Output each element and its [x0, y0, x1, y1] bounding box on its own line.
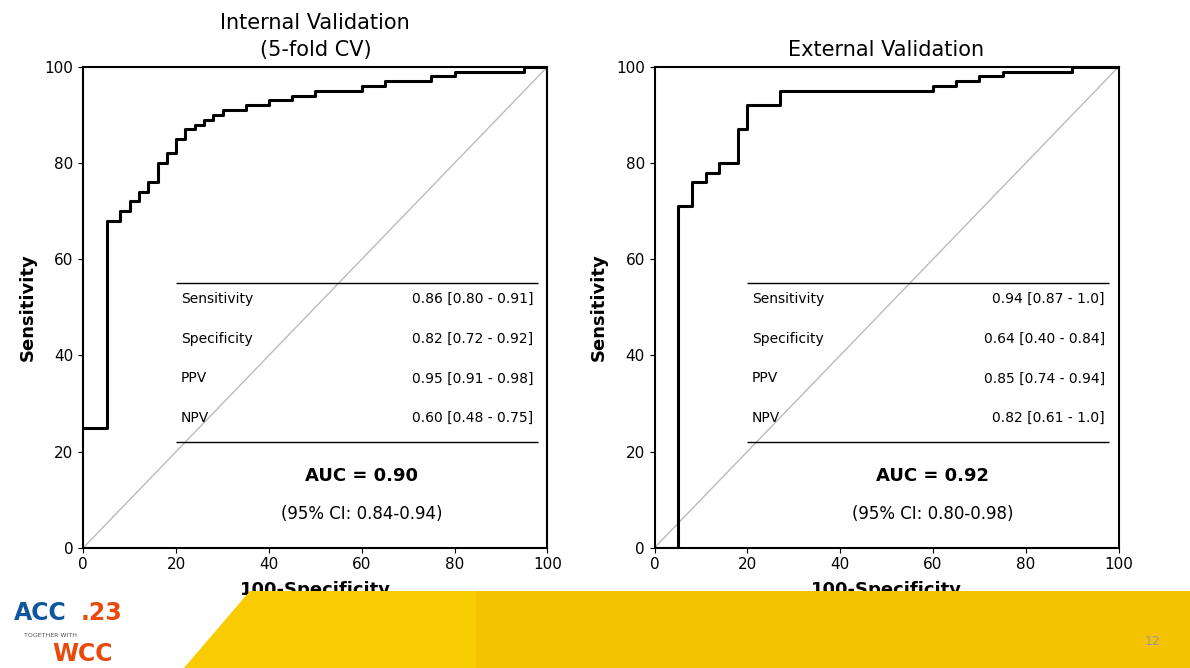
- Text: Sensitivity: Sensitivity: [752, 292, 825, 306]
- Text: (95% CI: 0.84-0.94): (95% CI: 0.84-0.94): [281, 505, 443, 523]
- Text: 0.85 [0.74 - 0.94]: 0.85 [0.74 - 0.94]: [984, 371, 1104, 385]
- Text: 12: 12: [1145, 635, 1160, 647]
- Text: ACC: ACC: [14, 601, 67, 625]
- Text: Specificity: Specificity: [181, 332, 252, 346]
- Text: 0.86 [0.80 - 0.91]: 0.86 [0.80 - 0.91]: [412, 292, 533, 306]
- Text: .23: .23: [81, 601, 123, 625]
- Text: 0.94 [0.87 - 1.0]: 0.94 [0.87 - 1.0]: [992, 292, 1104, 306]
- Title: External Validation: External Validation: [789, 39, 984, 59]
- Text: PPV: PPV: [181, 371, 207, 385]
- Text: 0.82 [0.72 - 0.92]: 0.82 [0.72 - 0.92]: [413, 332, 533, 346]
- Text: Specificity: Specificity: [752, 332, 823, 346]
- Text: 0.60 [0.48 - 0.75]: 0.60 [0.48 - 0.75]: [413, 411, 533, 425]
- Polygon shape: [184, 591, 1190, 668]
- X-axis label: 100-Specificity: 100-Specificity: [240, 580, 390, 599]
- Text: (95% CI: 0.80-0.98): (95% CI: 0.80-0.98): [852, 505, 1014, 523]
- Text: TOGETHER WITH: TOGETHER WITH: [24, 633, 77, 638]
- Y-axis label: Sensitivity: Sensitivity: [18, 253, 37, 361]
- Text: 0.82 [0.61 - 1.0]: 0.82 [0.61 - 1.0]: [992, 411, 1104, 425]
- X-axis label: 100-Specificity: 100-Specificity: [812, 580, 962, 599]
- Title: Internal Validation
(5-fold CV): Internal Validation (5-fold CV): [220, 13, 411, 59]
- Text: 0.95 [0.91 - 0.98]: 0.95 [0.91 - 0.98]: [412, 371, 533, 385]
- Text: PPV: PPV: [752, 371, 778, 385]
- Text: AUC = 0.92: AUC = 0.92: [877, 467, 989, 484]
- Text: NPV: NPV: [752, 411, 781, 425]
- Polygon shape: [184, 591, 476, 668]
- Text: AUC = 0.90: AUC = 0.90: [306, 467, 418, 484]
- Text: WCC: WCC: [52, 642, 113, 666]
- Text: NPV: NPV: [181, 411, 209, 425]
- Text: Sensitivity: Sensitivity: [181, 292, 253, 306]
- Text: 0.64 [0.40 - 0.84]: 0.64 [0.40 - 0.84]: [984, 332, 1104, 346]
- Y-axis label: Sensitivity: Sensitivity: [589, 253, 608, 361]
